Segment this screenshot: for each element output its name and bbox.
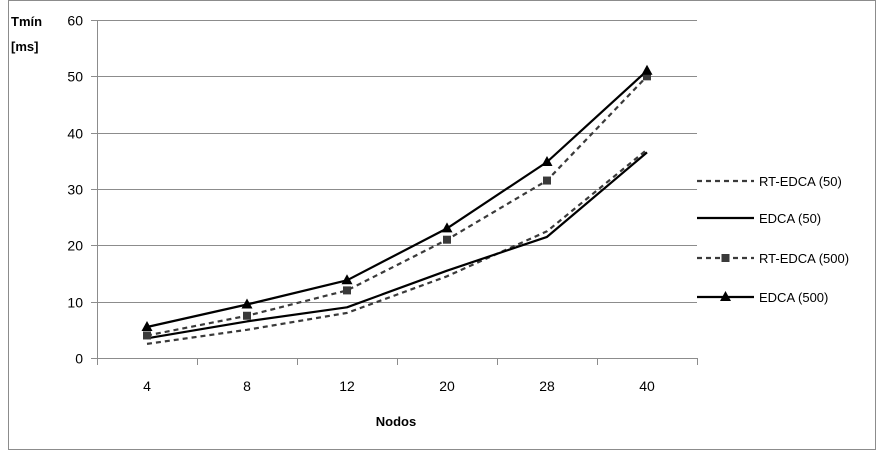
data-point-3 [343, 286, 351, 295]
y-tick-label: 10 [67, 295, 83, 311]
axes [91, 20, 698, 365]
data-point-3 [543, 176, 551, 185]
x-tick-label: 28 [539, 378, 555, 394]
legend-label-4: EDCA (500) [759, 290, 828, 305]
legend-label-3: RT-EDCA (500) [759, 251, 849, 266]
legend: RT-EDCA (50) EDCA (50) RT-EDCA (500) EDCA (… [697, 174, 849, 305]
legend-label-2: EDCA (50) [759, 211, 821, 226]
series-line-4 [146, 69, 648, 329]
y-tick-label: 60 [67, 13, 83, 29]
legend-marker-3 [721, 254, 730, 262]
x-tick-label: 12 [339, 378, 355, 394]
y-tick-label: 40 [67, 126, 83, 142]
data-point-4 [241, 298, 253, 309]
y-tick-label: 0 [75, 351, 83, 367]
data-point-4 [141, 321, 153, 332]
series-lines [146, 69, 648, 345]
series-line-2 [146, 151, 648, 340]
data-point-4 [441, 222, 453, 233]
chart-frame [8, 0, 876, 450]
data-point-4 [641, 64, 653, 75]
grid-lines [97, 20, 697, 303]
data-point-4 [341, 274, 353, 285]
data-point-3 [243, 311, 251, 320]
y-axis-label-line1: Tmín [11, 14, 42, 29]
x-tick-label: 4 [143, 378, 151, 394]
data-point-3 [143, 331, 151, 340]
y-tick-label: 30 [67, 182, 83, 198]
series-markers [141, 64, 653, 340]
x-tick-label: 40 [639, 378, 655, 394]
series-line-3 [146, 75, 648, 337]
y-tick-label: 20 [67, 238, 83, 254]
x-tick-label: 8 [243, 378, 251, 394]
y-axis-label-line2: [ms] [11, 39, 38, 54]
tick-labels: 0 10 20 30 40 50 60 4 8 12 20 28 40 [67, 13, 655, 395]
x-axis-label: Nodos [376, 414, 416, 429]
data-point-3 [443, 235, 451, 244]
series-line-1 [146, 148, 648, 345]
data-point-3 [643, 72, 651, 81]
x-tick-label: 20 [439, 378, 455, 394]
legend-marker-4 [720, 291, 731, 301]
data-point-4 [541, 155, 553, 166]
y-tick-label: 50 [67, 69, 83, 85]
legend-label-1: RT-EDCA (50) [759, 174, 842, 189]
